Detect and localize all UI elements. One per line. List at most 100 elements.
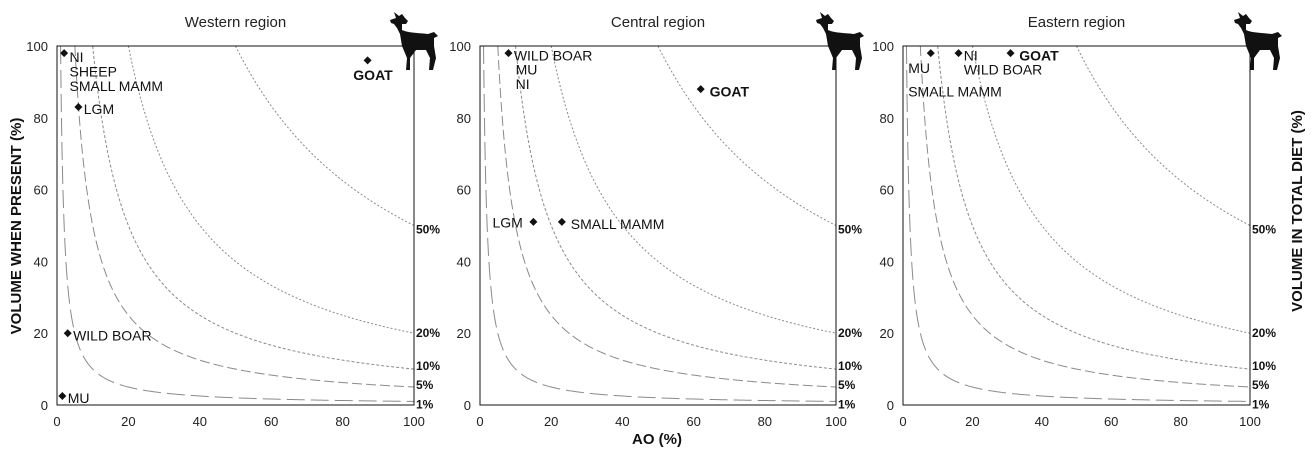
isoline-label-1pct: 1%: [838, 397, 856, 411]
x-tick-label: 100: [403, 414, 425, 429]
point-label: SMALL MAMM: [69, 78, 163, 94]
isolines: [483, 46, 836, 402]
plot-frame: [902, 45, 1251, 406]
y-tick-label: 100: [872, 39, 894, 54]
isoline-label-20pct: 20%: [838, 326, 862, 340]
isoline-label-50pct: 50%: [416, 223, 440, 237]
x-tick-label: 100: [1239, 414, 1261, 429]
point-label: NI: [69, 49, 83, 65]
y-tick-label: 100: [26, 39, 48, 54]
isoline-label-5pct: 5%: [1252, 378, 1270, 392]
y-tick-label: 60: [457, 183, 471, 198]
point-label: NI: [516, 76, 530, 92]
plot-frame: [56, 45, 415, 406]
data-point: [557, 217, 566, 226]
x-tick-label: 40: [193, 414, 207, 429]
point-label: GOAT: [710, 83, 750, 99]
y-tick-label: 60: [880, 183, 894, 198]
x-tick-label: 40: [615, 414, 629, 429]
y-tick-label: 100: [449, 39, 471, 54]
data-point: [954, 49, 963, 58]
y-tick-label: 60: [34, 183, 48, 198]
data-point: [363, 56, 372, 65]
isoline-label-20pct: 20%: [416, 326, 440, 340]
x-tick-label: 0: [476, 414, 483, 429]
isolines: [905, 46, 1250, 402]
isoline-label-10pct: 10%: [416, 359, 440, 373]
data-point: [504, 49, 513, 58]
isoline-10pct: [515, 46, 836, 370]
y-tick-label: 0: [887, 398, 894, 413]
point-label: WILD BOAR: [73, 327, 152, 343]
point-label: GOAT: [353, 67, 393, 83]
isoline-label-5pct: 5%: [838, 378, 856, 392]
isoline-50pct: [657, 46, 836, 226]
y-tick-label: 80: [457, 111, 471, 126]
y-tick-label: 0: [464, 398, 471, 413]
y-tick-label: 80: [34, 111, 48, 126]
isoline-label-5pct: 5%: [416, 378, 434, 392]
data-point: [1006, 49, 1015, 58]
isoline-10pct: [92, 46, 414, 370]
point-label: LGM: [84, 101, 114, 117]
isoline-label-10pct: 10%: [1252, 359, 1276, 373]
x-tick-label: 40: [1035, 414, 1049, 429]
point-label: WILD BOAR: [964, 62, 1043, 78]
panel-title: Central region: [611, 14, 705, 31]
x-tick-label: 0: [899, 414, 906, 429]
y-tick-label: 80: [880, 111, 894, 126]
isoline-label-10pct: 10%: [838, 359, 862, 373]
isoline-20pct: [127, 46, 414, 334]
x-tick-label: 60: [264, 414, 278, 429]
panel-1: 1% 5% 10% 20% 50% 0 20 40 60 80 100 0 20 40 60 80 100 Wes…: [26, 12, 440, 429]
x-tick-label: 60: [1104, 414, 1118, 429]
isoline-5pct: [497, 46, 836, 388]
point-label: GOAT: [1019, 47, 1059, 63]
x-tick-label: 80: [1173, 414, 1187, 429]
data-point: [60, 49, 69, 58]
point-label: MU: [68, 390, 90, 406]
x-tick-label: 60: [686, 414, 700, 429]
point-label: SMALL MAMM: [908, 83, 1002, 99]
data-point: [63, 329, 72, 338]
y-tick-label: 40: [34, 254, 48, 269]
plot-frame: [479, 45, 837, 406]
y-tick-label: 20: [34, 326, 48, 341]
x-tick-label: 80: [758, 414, 772, 429]
x-tick-label: 80: [335, 414, 349, 429]
y-axis-title-right: VOLUME IN TOTAL DIET (%): [1289, 110, 1306, 312]
y-tick-label: 40: [880, 254, 894, 269]
isoline-label-50pct: 50%: [838, 223, 862, 237]
isoline-50pct: [235, 46, 414, 226]
x-tick-label: 100: [825, 414, 847, 429]
y-tick-label: 40: [457, 254, 471, 269]
isoline-10pct: [937, 46, 1250, 370]
isoline-1pct: [483, 46, 836, 402]
isoline-20pct: [550, 46, 836, 334]
isoline-5pct: [74, 46, 414, 388]
isoline-label-20pct: 20%: [1252, 326, 1276, 340]
point-label: SHEEP: [69, 64, 116, 80]
data-point: [696, 85, 705, 94]
point-label: MU: [908, 60, 930, 76]
panel-title: Western region: [185, 14, 286, 31]
isoline-20pct: [971, 46, 1250, 334]
panel-title: Eastern region: [1028, 14, 1126, 31]
y-tick-label: 20: [880, 326, 894, 341]
point-label: SMALL MAMM: [571, 216, 665, 232]
isoline-1pct: [60, 46, 414, 402]
panel-2: 1% 5% 10% 20% 50% 0 20 40 60 80 100 0 20 40 60 80 100 Cen…: [449, 12, 864, 429]
data-point: [529, 217, 538, 226]
y-tick-label: 0: [41, 398, 48, 413]
y-axis-title-left: VOLUME WHEN PRESENT (%): [8, 118, 25, 335]
isolines: [60, 46, 414, 402]
isoline-label-50pct: 50%: [1252, 223, 1276, 237]
point-label: LGM: [492, 214, 522, 230]
panel-3: 1% 5% 10% 20% 50% 0 20 40 60 80 100 0 20 40 60 80 100 Eas…: [872, 12, 1282, 429]
isoline-label-1pct: 1%: [1252, 397, 1270, 411]
dog-silhouette-icon: [816, 12, 864, 70]
point-label: NI: [964, 47, 978, 63]
point-label: WILD BOAR: [514, 47, 593, 63]
x-tick-label: 20: [965, 414, 979, 429]
